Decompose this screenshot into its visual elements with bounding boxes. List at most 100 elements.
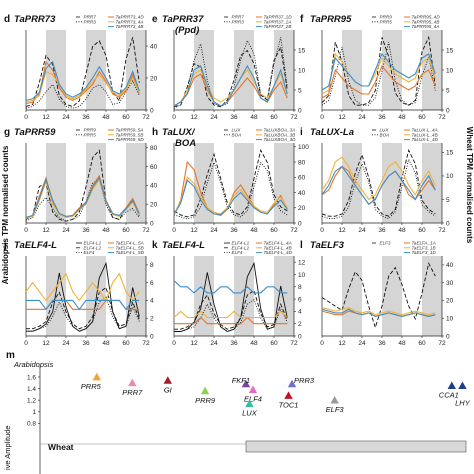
- series-line: [321, 261, 436, 329]
- x-tick-label: 12: [338, 114, 346, 121]
- panel-title: TaELF4-L: [162, 240, 205, 251]
- night-band: [194, 256, 214, 336]
- y-tick-label: 15: [298, 47, 306, 54]
- series-line: [25, 178, 140, 222]
- y-tick-label: 0: [150, 107, 154, 114]
- legend-entry: LUX: [380, 128, 390, 133]
- y-tick-label: 0: [446, 333, 450, 340]
- legend-entry: ELF4: [232, 250, 243, 255]
- legend-entry: TaPRR37_2D: [264, 15, 293, 20]
- legend-entry: TaLUX-L_4B: [412, 132, 438, 137]
- legend-entry: LUX: [232, 128, 242, 133]
- x-tick-label: 0: [172, 227, 176, 234]
- x-tick-label: 36: [378, 114, 386, 121]
- y-tick-label: 10: [446, 67, 454, 74]
- x-tick-label: 48: [102, 227, 110, 234]
- legend-entry: ELF4-L2: [232, 245, 250, 250]
- x-tick-label: 60: [122, 227, 130, 234]
- y-tick-label: 30: [446, 280, 454, 287]
- legend-entry: BOA: [380, 132, 390, 137]
- x-tick-label: 12: [42, 114, 50, 121]
- x-tick-label: 24: [62, 114, 70, 121]
- night-band: [342, 30, 362, 110]
- x-tick-label: 24: [210, 227, 218, 234]
- amplitude-marker: [330, 395, 339, 404]
- legend-entry: TaPRR73_4B: [116, 24, 144, 29]
- panel-j: 0 12 24 36 48 60 7202468ELF4-L1ELF4-L2ELF4TaEL…: [3, 240, 154, 347]
- panel-letter: e: [152, 14, 158, 25]
- night-band: [86, 256, 106, 336]
- panel-letter: g: [4, 127, 10, 138]
- x-tick-label: 60: [122, 114, 130, 121]
- legend-entry: TaELF4-L_4A: [264, 241, 292, 246]
- night-band: [422, 30, 442, 110]
- y-tick-label: 0: [298, 107, 302, 114]
- series-line: [173, 149, 288, 218]
- y-tick-label: 0: [150, 333, 154, 340]
- gene-label: GI: [164, 385, 172, 394]
- x-tick-label: 60: [418, 114, 426, 121]
- x-tick-label: 12: [338, 227, 346, 234]
- y-tick-label: 20: [150, 75, 158, 82]
- legend-entry: ELF4-L1: [232, 241, 250, 246]
- series-line: [321, 165, 436, 205]
- panel-title: TaLUX-La: [310, 127, 354, 138]
- gene-label: PRR5: [81, 382, 102, 391]
- x-tick-label: 36: [82, 114, 90, 121]
- x-tick-label: 72: [290, 340, 298, 347]
- panel-title: TaPRR37: [162, 14, 204, 25]
- section-label: Wheat: [48, 442, 74, 452]
- night-band: [194, 143, 214, 223]
- legend-entry: TaLUX-L_4A: [412, 128, 438, 133]
- y-tick-label: 20: [298, 205, 306, 212]
- amplitude-marker: [284, 391, 293, 399]
- x-tick-label: 36: [230, 227, 238, 234]
- y-tick-label: 40: [446, 262, 454, 269]
- x-tick-label: 48: [250, 114, 258, 121]
- y-tick-label: 40: [298, 190, 306, 197]
- series-line: [173, 280, 288, 294]
- legend-entry: TaELFA_1A: [412, 241, 436, 246]
- y-tick-label: 12: [298, 259, 306, 266]
- night-band: [342, 256, 362, 336]
- series-line: [173, 310, 288, 319]
- night-band: [194, 30, 214, 110]
- panel-d: 0 12 24 36 48 60 7202040PRR7PRR3TaPRR73_4DTaPR…: [4, 14, 158, 121]
- y-tick-label: 6: [150, 280, 154, 287]
- x-tick-label: 60: [270, 227, 278, 234]
- series-line: [321, 148, 436, 217]
- left-axis-label: Arabidopsis TPM normalised counts: [1, 145, 10, 284]
- y-tick-label: 0: [150, 220, 154, 227]
- series-line: [321, 41, 436, 106]
- series-line: [25, 178, 140, 219]
- panel-title: TaPRR59: [14, 127, 56, 138]
- y-tick-label: 1.4: [27, 386, 36, 393]
- x-tick-label: 24: [358, 227, 366, 234]
- panel-letter: j: [3, 240, 7, 251]
- series-line: [25, 272, 140, 302]
- x-tick-label: 48: [398, 227, 406, 234]
- series-line: [26, 299, 140, 311]
- series-line: [25, 60, 140, 105]
- y-tick-label: 20: [150, 201, 158, 208]
- series-line: [321, 156, 436, 201]
- amplitude-marker: [92, 372, 101, 381]
- night-band: [46, 256, 66, 336]
- night-band: [46, 30, 66, 110]
- y-tick-label: 60: [150, 164, 158, 171]
- amplitude-marker: [128, 378, 137, 387]
- legend-entry: TaELF4-L_5A: [116, 241, 144, 246]
- y-axis-label: ive Amplitude: [3, 425, 12, 470]
- series-line: [321, 307, 436, 316]
- y-tick-label: 0.8: [27, 421, 36, 428]
- legend-entry: ELF4-L1: [84, 241, 102, 246]
- x-tick-label: 0: [320, 227, 324, 234]
- x-tick-label: 36: [82, 340, 90, 347]
- panel-title: TaPRR95: [310, 14, 352, 25]
- panel-title-line2: (Ppd): [175, 25, 199, 36]
- legend-entry: TaELF3_1B: [412, 245, 436, 250]
- legend-entry: TaELF4-L_4D: [264, 250, 293, 255]
- gene-label: PRR7: [122, 388, 143, 397]
